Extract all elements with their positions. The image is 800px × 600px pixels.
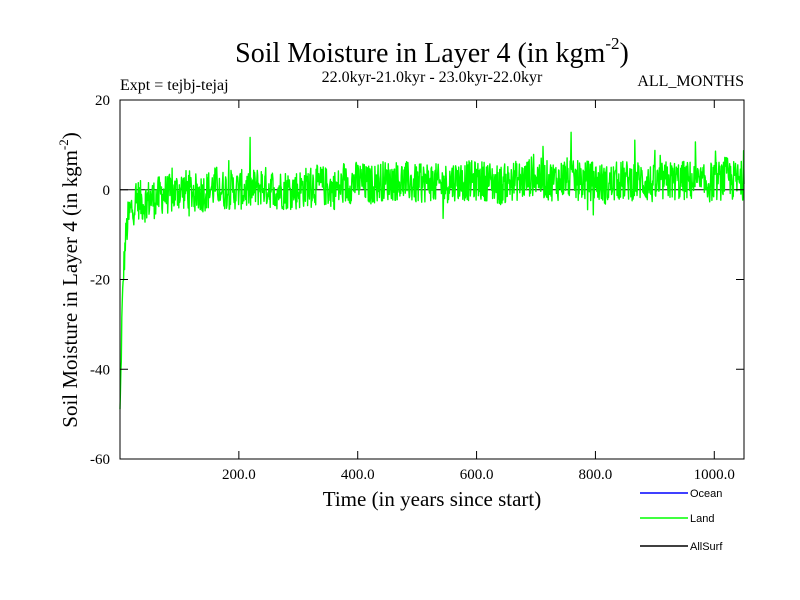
x-tick-label: 200.0 — [222, 467, 256, 483]
y-axis-label: Soil Moisture in Layer 4 (in kgm-2) — [56, 132, 82, 427]
axis-ticks: -60 -40 -20 0 20 200.0 400.0 600.0 800.0 1000.0 — [90, 93, 744, 483]
chart-title-superscript: -2 — [605, 34, 619, 53]
plot-area: -60 -40 -20 0 20 200.0 400.0 600.0 800.0 1000.0 — [90, 93, 745, 483]
y-tick-label: 20 — [95, 93, 110, 109]
legend: Ocean Land AllSurf — [640, 488, 723, 553]
series-line-land — [119, 131, 745, 410]
y-axis-label-superscript: -2 — [56, 139, 71, 150]
legend-label-allsurf: AllSurf — [690, 541, 723, 553]
legend-label-land: Land — [690, 513, 714, 525]
chart-title: Soil Moisture in Layer 4 (in kgm-2) — [235, 34, 629, 69]
x-tick-label: 1000.0 — [694, 467, 735, 483]
x-axis-label: Time (in years since start) — [323, 487, 542, 511]
expt-label: Expt = tejbj-tejaj — [120, 77, 229, 94]
months-label: ALL_MONTHS — [637, 73, 744, 90]
y-tick-label: -20 — [90, 273, 110, 289]
period-label: 22.0kyr-21.0kyr - 23.0kyr-22.0kyr — [322, 69, 543, 86]
legend-label-ocean: Ocean — [690, 488, 722, 500]
x-tick-label: 800.0 — [579, 467, 613, 483]
x-tick-label: 600.0 — [460, 467, 494, 483]
x-tick-label: 400.0 — [341, 467, 375, 483]
plot-frame — [119, 99, 745, 460]
y-tick-label: -60 — [90, 452, 110, 468]
y-tick-label: 0 — [103, 183, 111, 199]
y-tick-label: -40 — [90, 362, 110, 378]
